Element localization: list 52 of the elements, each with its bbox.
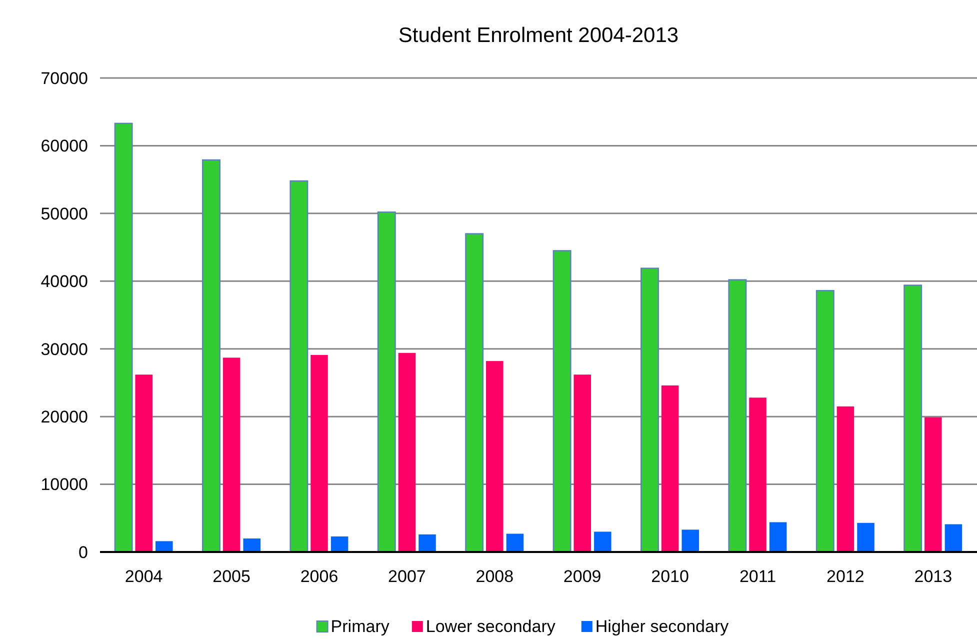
legend-label: Primary: [330, 617, 390, 636]
bar: [377, 211, 396, 553]
bar: [156, 541, 173, 552]
bar: [594, 532, 612, 552]
bar: [836, 406, 854, 552]
bar: [202, 159, 220, 553]
x-tick-label: 2006: [300, 567, 338, 586]
bar: [310, 354, 328, 552]
x-tick-label: 2008: [476, 567, 514, 586]
bar: [222, 358, 240, 552]
bar: [135, 374, 152, 552]
x-tick-label: 2010: [651, 567, 689, 586]
bar: [290, 180, 308, 553]
y-tick-label: 30000: [40, 340, 88, 359]
bar: [574, 374, 591, 552]
bar: [749, 398, 766, 552]
bar: [640, 268, 659, 553]
x-tick-label: 2013: [914, 567, 952, 586]
bar: [330, 536, 348, 552]
bar: [661, 385, 679, 552]
legend-label: Lower secondary: [426, 617, 556, 636]
x-tick-label: 2007: [388, 567, 426, 586]
bar: [243, 538, 260, 552]
y-tick-label: 70000: [40, 68, 88, 88]
bar: [506, 534, 524, 552]
y-tick-label: 50000: [40, 204, 88, 224]
bar: [728, 279, 747, 553]
x-tick-label: 2012: [826, 567, 864, 586]
bar: [769, 522, 787, 552]
bar: [114, 122, 133, 553]
bar: [398, 352, 416, 552]
x-tick-label: 2009: [563, 567, 602, 586]
y-tick-label: 40000: [40, 272, 88, 292]
y-tick-label: 10000: [40, 475, 88, 494]
bar: [682, 530, 699, 552]
bar: [904, 284, 922, 553]
y-tick-label: 60000: [40, 136, 88, 156]
y-tick-label: 20000: [40, 408, 88, 427]
x-tick-label: 2005: [212, 567, 250, 586]
legend-label: Higher secondary: [595, 617, 730, 636]
bar: [486, 361, 504, 552]
bar: [924, 417, 942, 552]
x-tick-label: 2011: [739, 567, 776, 586]
bar: [552, 250, 572, 553]
chart-title: Student Enrolment 2004-2013: [398, 24, 679, 47]
bar: [418, 534, 436, 552]
y-tick-label: 0: [78, 542, 88, 562]
bar: [816, 290, 834, 553]
x-tick-label: 2004: [124, 567, 163, 586]
bar: [857, 522, 874, 552]
bar: [465, 233, 484, 553]
bar: [944, 524, 962, 552]
